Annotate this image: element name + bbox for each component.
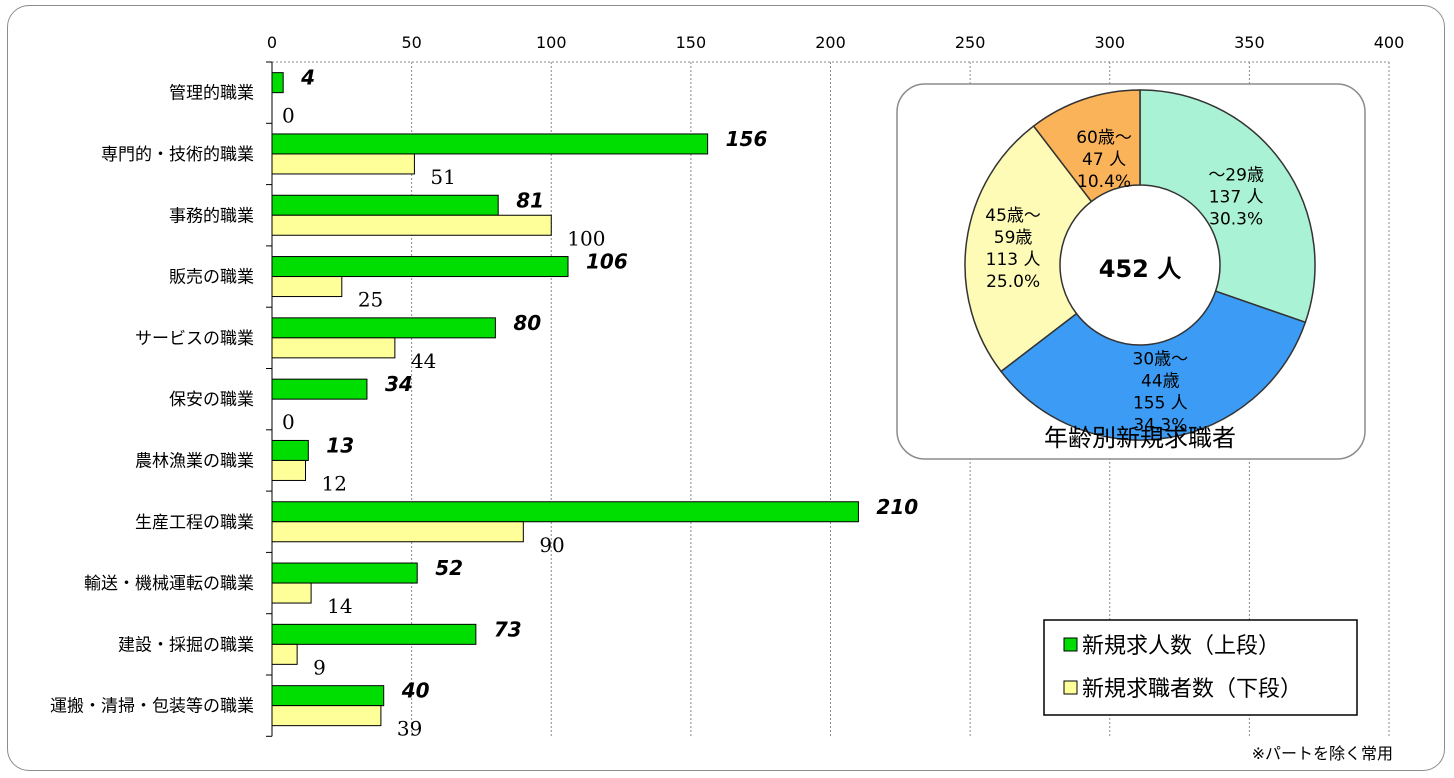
bar-new-job-seekers	[271, 643, 298, 665]
data-label-job-openings: 210	[876, 495, 918, 519]
data-label-job-seekers: 90	[539, 533, 564, 557]
bar-new-job-openings	[271, 378, 368, 400]
donut-slice-label: 59歳	[994, 228, 1033, 248]
data-label-job-openings: 106	[586, 250, 628, 274]
footnote: ※パートを除く常用	[1252, 744, 1393, 763]
category-label: 生産工程の職業	[135, 513, 254, 533]
legend-label-job-seekers: 新規求職者数（下段）	[1082, 677, 1302, 702]
data-label-job-seekers: 12	[322, 471, 347, 495]
donut-slice-label: 30.3%	[1209, 210, 1263, 230]
category-label: 管理的職業	[169, 84, 254, 104]
bar-new-job-openings	[271, 501, 859, 523]
data-label-job-seekers: 0	[282, 104, 295, 128]
bar-new-job-seekers	[271, 337, 396, 359]
data-label-job-openings: 81	[516, 188, 544, 212]
donut-slice-label: ～29歳	[1208, 166, 1264, 186]
x-tick-label: 150	[676, 33, 707, 52]
bar-new-job-openings	[271, 562, 418, 584]
data-label-job-seekers: 9	[313, 655, 326, 679]
data-label-job-seekers: 25	[358, 288, 383, 312]
x-tick-label: 400	[1374, 33, 1405, 52]
x-tick-label: 300	[1094, 33, 1125, 52]
legend-swatch-job-seekers	[1063, 680, 1078, 695]
donut-center-total: 452 人	[1099, 255, 1181, 283]
category-label: 建設・採掘の職業	[118, 635, 254, 655]
category-label: 事務的職業	[169, 206, 254, 226]
x-tick-label: 0	[267, 33, 277, 52]
data-label-job-openings: 13	[326, 433, 354, 457]
data-label-job-openings: 52	[435, 556, 463, 580]
category-label: 販売の職業	[169, 268, 254, 288]
donut-slice-label: 25.0%	[986, 272, 1040, 292]
donut-slice-label: 45歳～	[985, 206, 1041, 226]
bar-new-job-seekers	[271, 521, 524, 543]
bar-new-job-openings	[271, 685, 385, 707]
donut-slice-label: 137 人	[1209, 188, 1264, 208]
category-label: 専門的・技術的職業	[101, 145, 254, 165]
donut-slice-label: 44歳	[1141, 371, 1180, 391]
bar-new-job-seekers	[271, 582, 312, 604]
data-label-job-seekers: 39	[397, 717, 422, 741]
bar-new-job-openings	[271, 317, 496, 339]
bar-new-job-openings	[271, 256, 569, 278]
data-label-job-seekers: 100	[567, 226, 605, 250]
donut-slice-label: 113 人	[986, 250, 1041, 270]
donut-slice-label: 10.4%	[1077, 172, 1131, 192]
legend-label-job-openings: 新規求人数（上段）	[1082, 634, 1280, 659]
category-label: 輸送・機械運転の職業	[84, 574, 254, 594]
donut-slice-label: 34.3%	[1133, 415, 1187, 435]
data-label-job-openings: 34	[385, 372, 413, 396]
bar-new-job-seekers	[271, 214, 552, 236]
data-label-job-seekers: 51	[430, 165, 455, 189]
bar-new-job-seekers	[271, 705, 382, 727]
bar-new-job-openings	[271, 439, 309, 461]
donut-slice	[964, 124, 1093, 373]
bar-new-job-seekers	[271, 153, 415, 175]
donut-title: 年齢別新規求職者	[1044, 424, 1236, 452]
data-label-job-seekers: 14	[327, 594, 352, 618]
donut-slice	[999, 290, 1307, 441]
data-label-job-seekers: 44	[411, 349, 436, 373]
donut-slice	[1139, 89, 1316, 324]
x-tick-label: 200	[815, 33, 846, 52]
bar-new-job-openings	[271, 133, 709, 155]
category-label: 農林漁業の職業	[135, 451, 254, 471]
x-tick-label: 100	[536, 33, 567, 52]
category-label: 保安の職業	[169, 390, 254, 410]
data-label-job-openings: 80	[513, 311, 541, 335]
bar-new-job-seekers	[271, 276, 343, 298]
data-label-job-seekers: 0	[282, 410, 295, 434]
bar-new-job-openings	[271, 623, 477, 645]
donut-slice-label: 30歳～	[1133, 349, 1189, 369]
data-label-job-openings: 40	[401, 679, 430, 703]
legend-swatch-job-openings	[1063, 637, 1078, 652]
donut-slice-label: 60歳～	[1076, 128, 1132, 148]
bar-new-job-openings	[271, 72, 284, 94]
category-label: 運搬・清掃・包装等の職業	[50, 697, 254, 717]
category-label: サービスの職業	[135, 329, 254, 349]
bar-new-job-openings	[271, 194, 499, 216]
donut-slice-label: 47 人	[1082, 150, 1126, 170]
data-label-job-openings: 156	[726, 127, 768, 151]
legend-box	[1043, 619, 1358, 716]
data-label-job-openings: 4	[300, 66, 315, 90]
data-label-job-openings: 73	[494, 617, 522, 641]
donut-slice	[1032, 89, 1141, 203]
x-tick-label: 350	[1234, 33, 1265, 52]
bar-new-job-seekers	[271, 459, 307, 481]
x-tick-label: 50	[401, 33, 421, 52]
donut-slice-label: 155 人	[1133, 393, 1188, 413]
x-tick-label: 250	[955, 33, 986, 52]
